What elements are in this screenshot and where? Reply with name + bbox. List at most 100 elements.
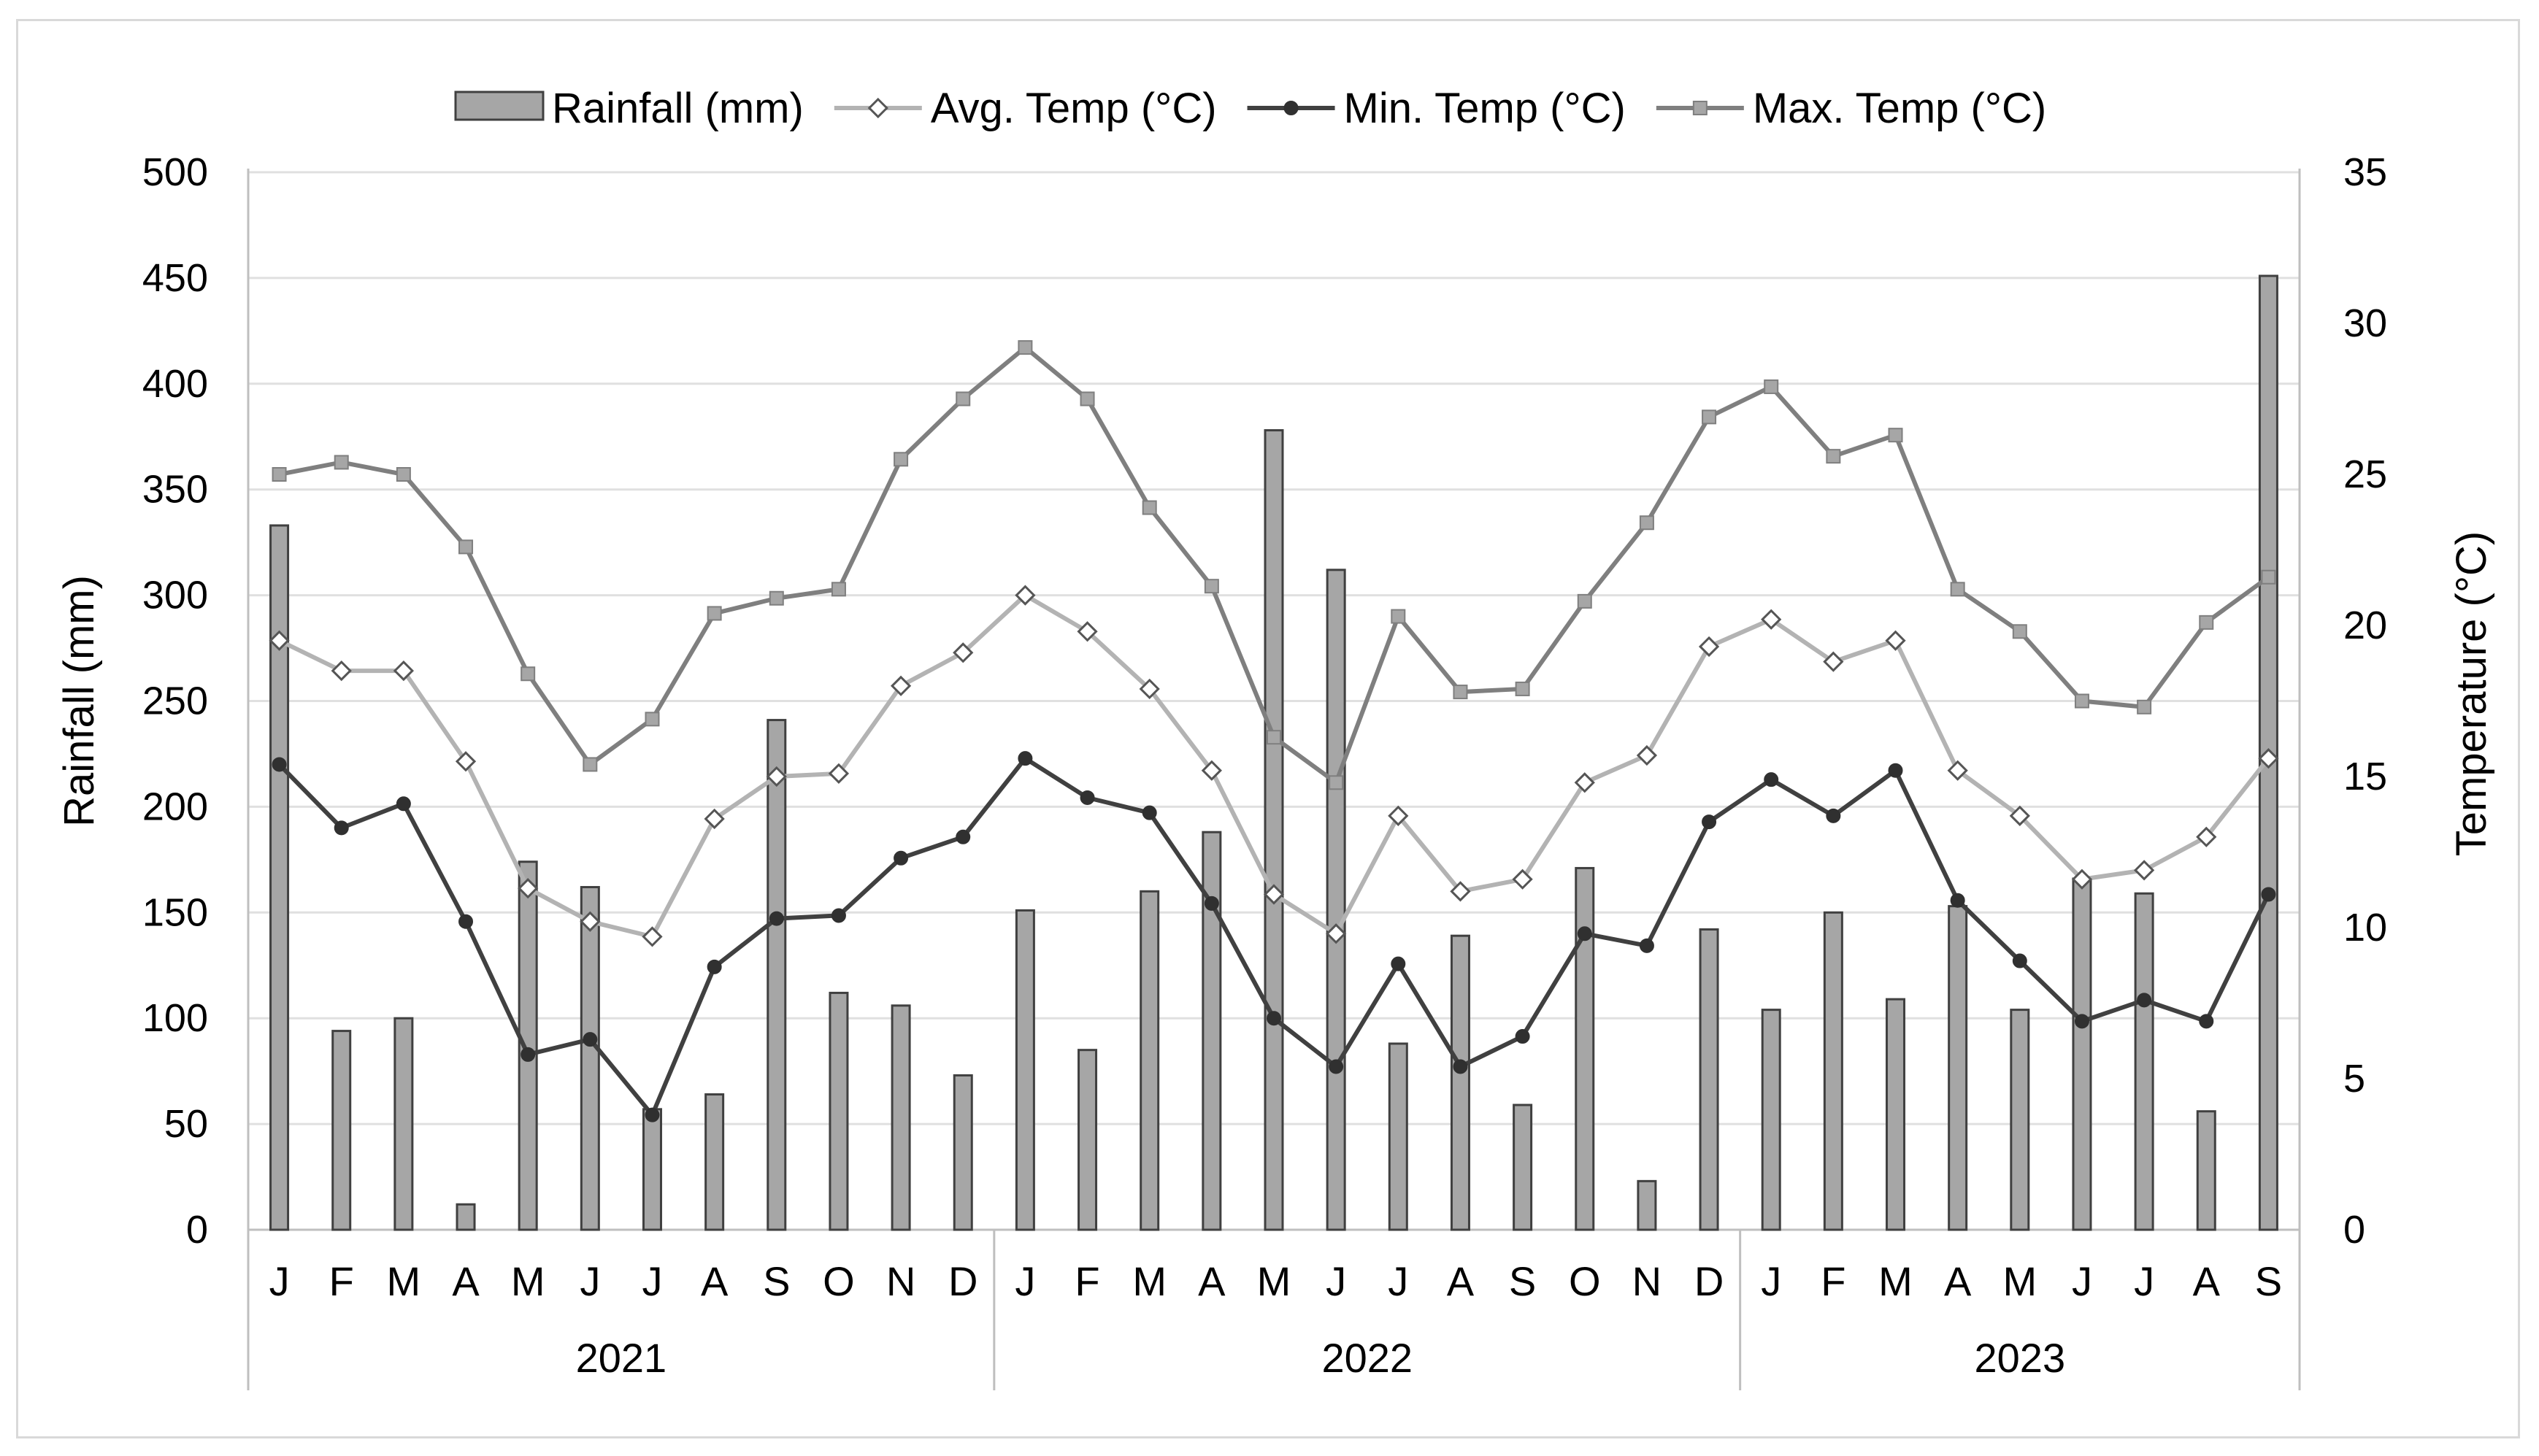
legend-label-rainfall: Rainfall (mm) [552, 85, 804, 132]
x-tick-label: A [1447, 1258, 1475, 1304]
max-temp-point [2074, 693, 2089, 709]
avg-temp-point [518, 878, 539, 899]
min-temp-point [1329, 1059, 1344, 1074]
max-temp-point [956, 391, 971, 407]
rainfall-bar [767, 719, 787, 1231]
rainfall-bar [2196, 1110, 2216, 1231]
min-temp-point [894, 850, 909, 866]
rainfall-bar [642, 1108, 662, 1231]
avg-temp-point [1388, 805, 1409, 826]
x-tick-label: S [1509, 1258, 1536, 1304]
min-temp-point [1391, 956, 1406, 971]
min-temp-point [1142, 805, 1157, 820]
avg-temp-point [1139, 678, 1160, 700]
min-temp-point [1515, 1029, 1530, 1044]
max-temp-point [1764, 379, 1779, 394]
max-temp-point [1267, 730, 1281, 745]
rainfall-bar [456, 1203, 476, 1231]
max-temp-point [1639, 515, 1654, 531]
avg-temp-point [890, 675, 912, 696]
min-temp-point [2074, 1014, 2089, 1029]
min-temp-point [2137, 993, 2152, 1008]
avg-temp-point [1015, 585, 1036, 606]
rainfall-bar [518, 860, 538, 1231]
legend-marker-min [1283, 101, 1299, 115]
avg-temp-point [642, 926, 663, 947]
y-tick-label: 150 [142, 890, 208, 934]
x-tick-label: D [948, 1258, 977, 1304]
y2-axis-title: Temperature (°C) [2448, 531, 2495, 856]
max-temp-point [1515, 681, 1530, 696]
legend-marker-avg [867, 97, 888, 119]
y2-tick-label: 20 [2343, 604, 2387, 647]
y2-tick-label: 30 [2343, 301, 2387, 345]
min-temp-point [1702, 814, 1717, 830]
x-tick-label: O [1569, 1258, 1601, 1304]
avg-temp-point [1947, 760, 1968, 781]
min-temp-point [1453, 1059, 1468, 1074]
max-temp-point [1702, 409, 1717, 425]
legend-swatch-rainfall [454, 90, 545, 121]
max-temp-point [1888, 428, 1903, 443]
avg-temp-point [1698, 636, 1720, 658]
x-tick-label: J [1761, 1258, 1781, 1304]
min-temp-point [1888, 763, 1903, 778]
rainfall-bar [1823, 911, 1843, 1231]
max-temp-point [1577, 593, 1592, 609]
avg-temp-point [1823, 651, 1844, 672]
min-temp-point [1267, 1011, 1281, 1026]
rainfall-bar [1450, 934, 1470, 1231]
max-temp-point [583, 757, 598, 772]
x-tick-label: A [1944, 1258, 1972, 1304]
max-temp-point [458, 539, 474, 555]
max-temp-point [707, 606, 722, 621]
rainfall-bar [829, 991, 849, 1231]
rainfall-bar [1264, 429, 1284, 1231]
x-tick-label: S [763, 1258, 790, 1304]
min-temp-point [2261, 887, 2276, 902]
min-temp-point [707, 959, 722, 974]
rainfall-bar [393, 1017, 414, 1231]
min-temp-point [1826, 808, 1841, 823]
avg-temp-point [2258, 748, 2279, 769]
max-temp-point [1391, 609, 1406, 624]
max-temp-point [2261, 569, 2276, 585]
avg-temp-point [1574, 772, 1595, 793]
min-temp-point [396, 796, 411, 812]
min-temp-point [521, 1047, 536, 1062]
avg-temp-point [331, 660, 352, 682]
x-tick-label: J [2072, 1258, 2092, 1304]
x-tick-label: A [701, 1258, 729, 1304]
min-temp-point [583, 1032, 598, 1047]
legend-marker-max [1692, 101, 1708, 115]
max-temp-point [334, 455, 349, 470]
rainfall-bar [1326, 569, 1346, 1231]
avg-temp-point [1885, 630, 1906, 651]
max-temp-point [831, 582, 846, 597]
rainfall-bar [1699, 928, 1719, 1231]
x-tick-label: J [642, 1258, 662, 1304]
min-temp-point [2199, 1014, 2214, 1029]
rainfall-bar [1637, 1179, 1657, 1231]
y-tick-label: 350 [142, 468, 208, 512]
y2-tick-label: 35 [2343, 150, 2387, 194]
year-label: 2021 [576, 1335, 667, 1381]
min-temp-point [831, 908, 846, 923]
x-tick-label: J [1015, 1258, 1035, 1304]
avg-temp-point [1326, 923, 1347, 944]
rainfall-bar [1015, 909, 1035, 1231]
avg-temp-point [1201, 760, 1222, 781]
y2-tick-label: 0 [2343, 1208, 2365, 1252]
avg-temp-point [1077, 621, 1098, 642]
y-tick-label: 450 [142, 256, 208, 300]
max-temp-point [1204, 579, 1219, 594]
min-temp-point [2012, 953, 2027, 968]
x-tick-label: J [1388, 1258, 1408, 1304]
x-tick-label: M [1257, 1258, 1291, 1304]
max-temp-point [1453, 685, 1468, 700]
avg-temp-point [1636, 744, 1658, 766]
x-tick-label: M [511, 1258, 545, 1304]
min-temp-point [1080, 790, 1095, 805]
rainfall-bar [2258, 274, 2278, 1231]
